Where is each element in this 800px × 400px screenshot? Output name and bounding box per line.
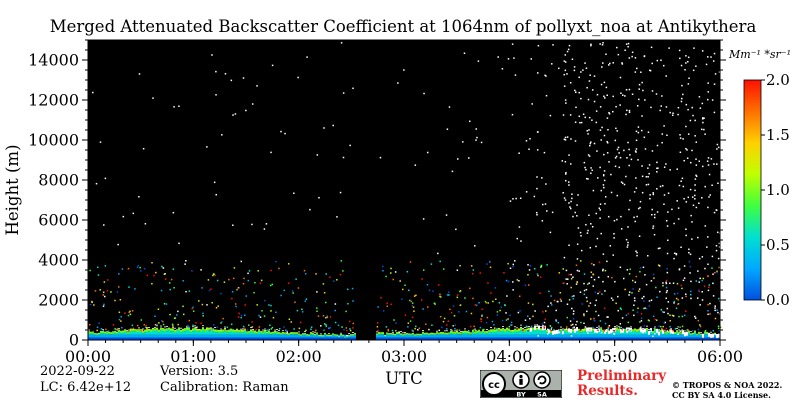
preliminary-line-2: Results. [577,383,638,399]
y-tick-label-5: 10000 [28,131,79,150]
footer-version: Version: 3.5 [160,364,239,379]
y-tick-label-7: 14000 [28,51,79,70]
sa-label: SA [537,391,547,399]
y-tick-label-0: 0 [69,331,79,350]
cc-license-badge: cc BY SA [480,370,562,398]
y-tick-label-6: 12000 [28,91,79,110]
sa-icon [533,371,551,389]
colorbar-tick-label-1: 0.5 [766,236,790,254]
colorbar-tick-label-2: 1.0 [766,181,790,199]
footer-calibration: Calibration: Raman [160,380,289,395]
x-axis-title: UTC [385,369,423,388]
colorbar-unit: Mm⁻¹ *sr⁻¹ [729,48,791,61]
x-tick-label-5: 05:00 [592,347,638,366]
copyright-line-1: © TROPOS & NOA 2022. [672,380,783,390]
x-tick-label-2: 02:00 [276,347,322,366]
x-tick-label-0: 00:00 [65,347,111,366]
by-label: BY [516,391,526,399]
x-tick-label-6: 06:00 [697,347,743,366]
colorbar-unit-text: Mm⁻¹ *sr⁻¹ [729,48,792,61]
copyright-line-2: CC BY SA 4.0 License. [672,390,771,400]
colorbar-tick-label-0: 0.0 [766,291,790,309]
y-tick-label-1: 2000 [38,291,79,310]
cc-icon [482,372,506,396]
plot-background [88,40,720,340]
colorbar-tick-label-4: 2.0 [766,71,790,89]
plot-area [88,40,722,340]
preliminary-line-1: Preliminary [577,368,667,384]
chart-title: Merged Attenuated Backscatter Coefficien… [49,17,757,36]
cc-icon-text: cc [488,380,500,391]
y-axis-title: Height (m) [3,144,22,235]
footer-date: 2022-09-22 [40,364,115,379]
axes: 00:00 01:00 02:00 03:00 04:00 05:00 06:00 0 2000… [3,39,743,388]
copyright-note: © TROPOS & NOA 2022. CC BY SA 4.0 Licens… [672,380,782,400]
preliminary-note: Preliminary Results. [577,369,666,399]
y-tick-label-4: 8000 [38,171,79,190]
colorbar: 0.0 0.5 1.0 1.5 2.0 [743,71,790,309]
y-tick-label-3: 6000 [38,211,79,230]
footer-lc: LC: 6.42e+12 [40,380,132,395]
colorbar-tick-label-3: 1.5 [766,126,790,144]
x-tick-label-3: 03:00 [381,347,427,366]
y-tick-label-2: 4000 [38,251,79,270]
noise-speckles [88,42,722,338]
colorbar-gradient [743,79,762,301]
x-tick-label-4: 04:00 [486,347,532,366]
x-tick-label-1: 01:00 [170,347,216,366]
